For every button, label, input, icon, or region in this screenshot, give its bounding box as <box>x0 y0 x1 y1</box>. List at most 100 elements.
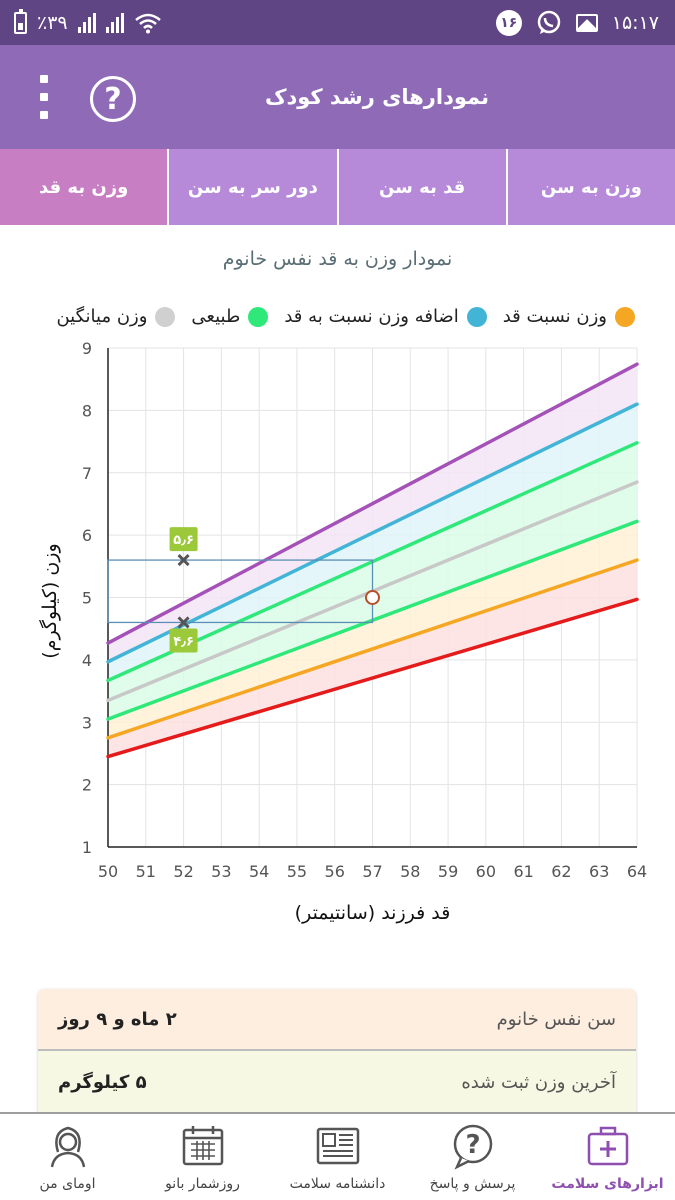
x-tick-label: 57 <box>362 862 382 881</box>
nav-health-tools[interactable]: ابزارهای سلامت <box>540 1114 675 1200</box>
series-line <box>106 402 639 664</box>
y-tick-label: 9 <box>82 339 92 358</box>
weight-value: ۵ کیلوگرم <box>58 1071 147 1093</box>
y-tick-label: 7 <box>82 464 92 483</box>
chart-band <box>108 364 637 662</box>
battery-icon <box>14 8 27 34</box>
y-tick-label: 5 <box>82 589 92 608</box>
signal-icon <box>77 12 96 33</box>
svg-text:?: ? <box>465 1130 480 1160</box>
legend-label: اضافه وزن نسبت به قد <box>284 306 459 327</box>
x-tick-label: 58 <box>400 862 420 881</box>
marker-label: ۴٫۶ <box>173 634 194 649</box>
x-tick-label: 54 <box>249 862 269 881</box>
chart-band <box>108 404 637 681</box>
x-tick-label: 53 <box>211 862 231 881</box>
legend-item: وزن نسبت قد <box>503 306 635 327</box>
y-tick-label: 8 <box>82 401 92 420</box>
current-point <box>365 590 380 605</box>
chart-title: نمودار وزن به قد نفس خانوم <box>222 248 453 270</box>
signal-icon <box>105 12 124 33</box>
whatsapp-icon <box>537 10 561 34</box>
nav-label: دانشنامه سلامت <box>289 1176 386 1192</box>
status-left: ٪۳۹ <box>14 0 162 45</box>
y-tick-label: 4 <box>82 651 92 670</box>
app-bar: ? نمودارهای رشد کودک <box>0 45 675 149</box>
legend-dot <box>248 306 269 327</box>
status-right: ۱۶ ۱۵:۱۷ <box>495 0 659 45</box>
bottom-nav: ابزارهای سلامت ? پرسش و پاسخ دانشنامه سل… <box>0 1112 675 1200</box>
y-axis-label-wrap: وزن (کیلوگرم) <box>20 543 80 658</box>
x-tick-label: 59 <box>438 862 458 881</box>
legend-dot <box>615 306 635 327</box>
tab-height-for-age[interactable]: قد به سن <box>339 149 508 225</box>
nav-encyclopedia[interactable]: دانشنامه سلامت <box>270 1114 405 1200</box>
x-tick-label: 51 <box>136 862 156 881</box>
marker-label: ۵٫۶ <box>173 533 194 548</box>
age-row: سن نفس خانوم ۲ ماه و ۹ روز <box>38 989 636 1051</box>
status-bar: ٪۳۹ ۱۶ ۱۵:۱۷ <box>0 0 675 45</box>
tab-weight-for-age[interactable]: وزن به سن <box>540 176 642 198</box>
x-tick-label: 60 <box>476 862 496 881</box>
legend-label: وزن نسبت قد <box>502 306 607 327</box>
y-tick-label: 2 <box>82 776 92 795</box>
marker-cross <box>177 616 190 629</box>
woman-avatar-icon <box>50 1126 85 1168</box>
nav-label: ابزارهای سلامت <box>551 1176 664 1192</box>
legend-label: طبیعی <box>191 306 241 327</box>
weight-row: آخرین وزن ثبت شده ۵ کیلوگرم <box>38 1051 636 1113</box>
medical-kit-icon <box>587 1126 628 1166</box>
battery-percent: ٪۳۹ <box>37 11 68 34</box>
more-vert-icon[interactable] <box>36 75 52 119</box>
marker-cross <box>177 554 190 567</box>
age-label: سن نفس خانوم <box>496 1008 616 1030</box>
newspaper-icon <box>316 1127 359 1165</box>
legend-item: طبیعی <box>191 306 269 327</box>
tab-head-circumference-for-age[interactable]: دور سر به سن <box>169 149 339 225</box>
info-card: سن نفس خانوم ۲ ماه و ۹ روز آخرین وزن ثبت… <box>38 989 636 1113</box>
y-tick-label: 3 <box>82 713 92 732</box>
notification-count-badge: ۱۶ <box>495 9 522 36</box>
x-tick-label: 56 <box>325 862 345 881</box>
wifi-icon <box>134 13 161 33</box>
series-line <box>106 558 639 740</box>
nav-label: پرسش و پاسخ <box>429 1176 516 1192</box>
page-title: نمودارهای رشد کودک <box>264 85 489 109</box>
calendar-icon <box>182 1126 223 1166</box>
weight-for-height-chart: ۵٫۶۴٫۶50 51 52 53 54 55 56 57 58 59 60 61 62 63 641234… <box>82 339 647 881</box>
chart-legend: وزن نسبت قد اضافه وزن نسبت به قد طبیعی و… <box>56 306 635 327</box>
x-tick-label: 62 <box>551 862 571 881</box>
x-tick-label: 52 <box>173 862 193 881</box>
nav-qa[interactable]: ? پرسش و پاسخ <box>405 1114 540 1200</box>
legend-item: اضافه وزن نسبت به قد <box>284 306 487 327</box>
weight-label: آخرین وزن ثبت شده <box>461 1071 616 1093</box>
x-axis-label: قد فرزند (سانتیمتر) <box>294 902 451 924</box>
nav-label: روزشمار بانو <box>165 1176 240 1192</box>
legend-label: وزن میانگین <box>56 306 148 327</box>
question-bubble-icon: ? <box>453 1124 492 1170</box>
tab-weight-for-height[interactable]: وزن به قد <box>0 149 170 225</box>
help-button[interactable]: ? <box>90 76 136 122</box>
x-tick-label: 63 <box>589 862 609 881</box>
x-tick-label: 61 <box>513 862 533 881</box>
chart-band <box>108 560 637 757</box>
series-line <box>106 597 639 759</box>
x-tick-label: 64 <box>627 862 647 881</box>
y-axis-label: وزن (کیلوگرم) <box>39 543 61 659</box>
legend-dot <box>466 306 487 327</box>
y-tick-label: 6 <box>82 526 92 545</box>
series-line <box>106 362 639 645</box>
nav-calendar[interactable]: روزشمار بانو <box>135 1114 270 1200</box>
x-tick-label: 55 <box>287 862 307 881</box>
x-tick-label: 50 <box>98 862 118 881</box>
marker-label-box <box>169 527 198 552</box>
nav-my-profile[interactable]: اومای من <box>0 1114 135 1200</box>
legend-item: وزن میانگین <box>56 306 176 327</box>
age-value: ۲ ماه و ۹ روز <box>58 1008 177 1030</box>
clock: ۱۵:۱۷ <box>611 11 659 34</box>
chart-band <box>108 521 637 738</box>
legend-dot <box>155 306 176 327</box>
nav-label: اومای من <box>39 1176 96 1192</box>
image-icon <box>575 13 598 32</box>
